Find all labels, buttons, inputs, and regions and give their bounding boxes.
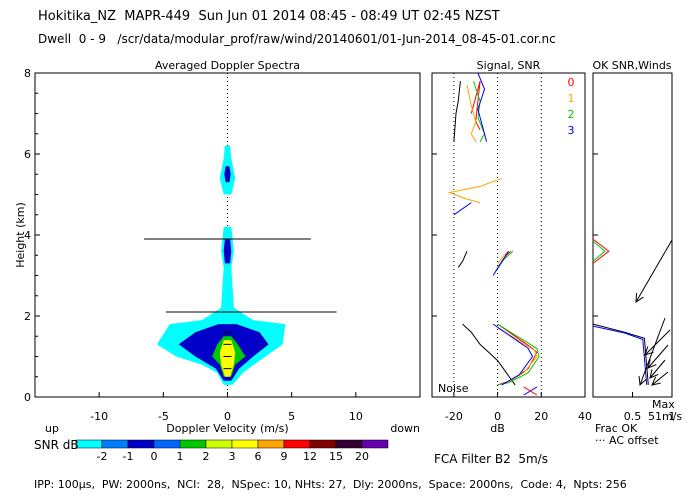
ok-series-line — [592, 323, 649, 385]
colorbar-swatch — [153, 439, 181, 449]
colorbar-label: 2 — [203, 450, 210, 463]
colorbar-title: SNR dB — [34, 438, 79, 452]
spectra-x-tick-label: -10 — [90, 410, 108, 423]
spectra-title: Averaged Doppler Spectra — [155, 59, 300, 72]
spectra-x-tick-label: 10 — [349, 410, 363, 423]
wind-arrow — [639, 317, 666, 386]
wind-max-label: Max — [652, 398, 675, 411]
wind-arrow-head — [651, 376, 661, 386]
legend-entry: 0 — [568, 76, 575, 89]
colorbar-swatch — [361, 439, 389, 449]
spectra-y-tick-label: 8 — [24, 67, 31, 80]
wind-arrow — [635, 239, 673, 303]
spectra-y-label: Height (km) — [14, 202, 27, 268]
spectra-x-tick-label: 5 — [288, 410, 295, 423]
colorbar-swatch — [309, 439, 337, 449]
snr-series-line — [457, 251, 468, 268]
colorbar-swatch — [127, 439, 155, 449]
noise-label: Noise — [438, 382, 469, 395]
wind-arrow — [649, 359, 666, 379]
ok-x-tick-label: 0.5 — [624, 410, 642, 423]
footer-params: IPP: 100µs, PW: 2000ns, NCI: 28, NSpec: … — [34, 478, 627, 491]
spectra-x-label: Doppler Velocity (m/s) — [166, 422, 288, 435]
snr-series-line — [477, 72, 488, 142]
header-line-1: Hokitika_NZ MAPR-449 Sun Jun 01 2014 08:… — [38, 9, 500, 24]
spectra-contour — [219, 340, 236, 377]
snr-series-line — [447, 177, 503, 204]
snr-series-line — [466, 84, 477, 143]
colorbar-label: 0 — [151, 450, 158, 463]
colorbar-label: 15 — [329, 450, 343, 463]
colorbar-label: 1 — [177, 450, 184, 463]
colorbar-label: 6 — [255, 450, 262, 463]
wind-arrow-head — [647, 359, 657, 369]
spectra-y-tick-label: 6 — [24, 148, 31, 161]
colorbar-swatch — [179, 439, 207, 449]
snr-title: Signal, SNR — [477, 59, 541, 72]
legend-entry: 1 — [568, 92, 575, 105]
colorbar-label: -2 — [97, 450, 108, 463]
wind-arrow — [644, 329, 671, 356]
spectra-x-tick-label: 0 — [224, 410, 231, 423]
header-line-2: Dwell 0 - 9 /scr/data/modular_prof/raw/w… — [38, 32, 556, 46]
spectra-y-tick-label: 4 — [24, 229, 31, 242]
snr-series-line — [462, 323, 516, 386]
colorbar-swatch — [101, 439, 129, 449]
snr-x-tick-label: 20 — [534, 410, 548, 423]
colorbar-label: 3 — [229, 450, 236, 463]
wind-arrow-head — [644, 346, 654, 356]
filter-label: FCA Filter B2 5m/s — [434, 452, 548, 466]
wind-arrow — [651, 371, 669, 386]
snr-series-line — [492, 250, 509, 276]
wind-arrow-head — [638, 376, 647, 387]
snr-series-line — [470, 80, 481, 130]
wind-arrow-head — [649, 369, 659, 379]
ok-x-label: Frac OK — [595, 422, 638, 435]
snr-series-line — [492, 323, 534, 386]
snr-series-line — [453, 202, 472, 216]
spectra-contour — [223, 239, 232, 264]
colorbar-label: 20 — [355, 450, 369, 463]
colorbar-swatch — [283, 439, 311, 449]
legend-entry: 3 — [568, 124, 575, 137]
ac-offset-label: ··· AC offset — [595, 434, 659, 447]
colorbar-swatch — [231, 439, 259, 449]
wind-arrow-head — [635, 293, 644, 303]
wind-speed-label: 51m/s — [648, 410, 682, 423]
snr-x-tick-label: -20 — [445, 410, 463, 423]
legend-entry: 2 — [568, 108, 575, 121]
down-label: down — [390, 422, 420, 435]
snr-series-line — [453, 81, 461, 142]
up-label: up — [45, 422, 59, 435]
snr-x-label: dB — [490, 422, 505, 435]
colorbar-swatch — [75, 439, 103, 449]
spectra-y-tick-label: 2 — [24, 310, 31, 323]
snr-series-line — [523, 386, 538, 396]
ok-series-line — [592, 240, 606, 262]
ok-series-line — [592, 325, 648, 385]
colorbar-swatch — [257, 439, 285, 449]
ok-title: OK SNR,Winds — [592, 59, 671, 72]
snr-series-line — [497, 327, 538, 384]
ok-series-line — [592, 238, 610, 264]
spectra-contour — [224, 166, 231, 183]
wind-arrow — [647, 344, 669, 369]
ok-x-tick-label: 1 — [669, 410, 676, 423]
snr-x-tick-label: 40 — [578, 410, 592, 423]
snr-series-line — [473, 80, 486, 143]
colorbar-label: 12 — [303, 450, 317, 463]
snr-x-tick-label: 0 — [494, 410, 501, 423]
colorbar-label: -1 — [123, 450, 134, 463]
spectra-x-tick-label: -5 — [158, 410, 169, 423]
colorbar-swatch — [205, 439, 233, 449]
ok-frame — [592, 72, 673, 398]
spectra-y-tick-label: 0 — [24, 391, 31, 404]
colorbar-swatch — [335, 439, 363, 449]
snr-series-line — [497, 323, 540, 386]
colorbar-label: 9 — [281, 450, 288, 463]
